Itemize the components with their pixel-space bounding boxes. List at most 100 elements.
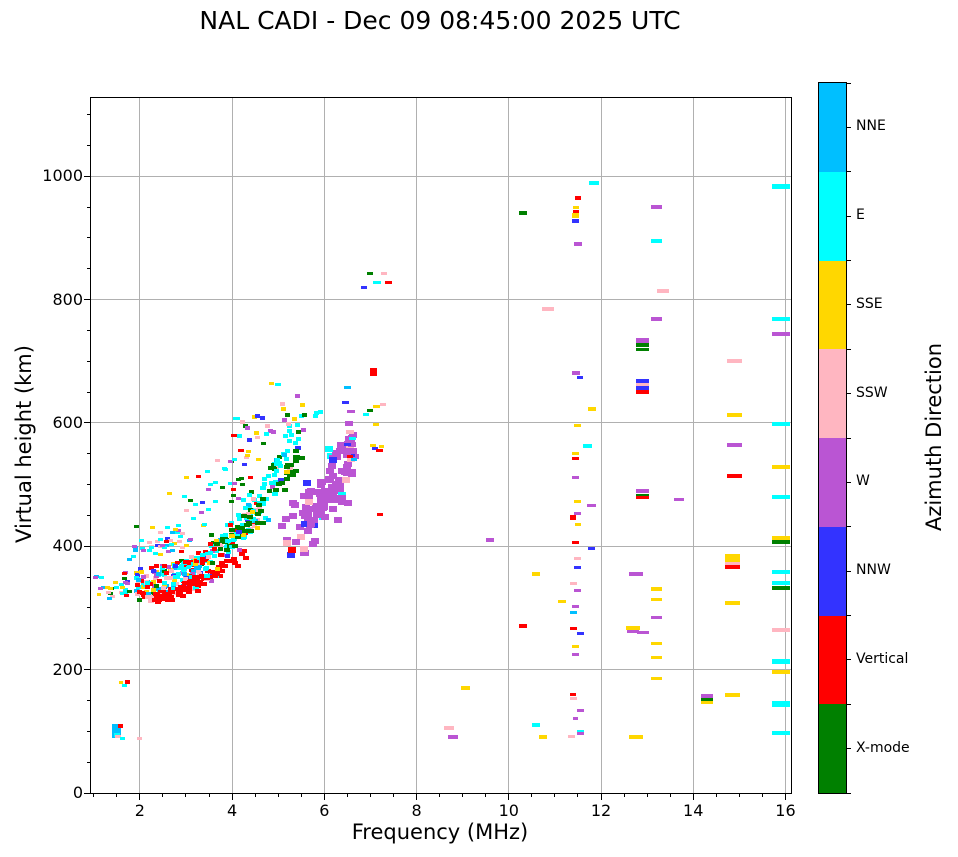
x-minor-tick bbox=[646, 793, 648, 797]
echo-point bbox=[572, 644, 580, 648]
gridline-x bbox=[784, 98, 786, 793]
echo-point bbox=[636, 385, 649, 391]
echo-point bbox=[169, 568, 175, 573]
echo-point bbox=[255, 414, 261, 419]
echo-point bbox=[172, 578, 178, 583]
echo-point bbox=[213, 548, 219, 553]
echo-point bbox=[177, 566, 183, 571]
echo-point bbox=[187, 538, 193, 542]
echo-point bbox=[292, 469, 299, 474]
echo-point bbox=[539, 734, 548, 739]
echo-point bbox=[113, 580, 119, 584]
y-tick-label: 1000 bbox=[42, 166, 83, 186]
echo-point bbox=[225, 538, 232, 543]
echo-point bbox=[137, 598, 143, 603]
echo-point bbox=[572, 604, 580, 608]
echo-point bbox=[240, 533, 246, 538]
echo-point bbox=[211, 546, 217, 551]
echo-point bbox=[187, 579, 194, 584]
echo-point bbox=[301, 512, 310, 519]
echo-point bbox=[168, 590, 175, 595]
echo-point bbox=[232, 560, 239, 565]
echo-point bbox=[771, 585, 790, 590]
echo-point bbox=[174, 531, 180, 535]
echo-point bbox=[343, 443, 351, 447]
echo-point bbox=[727, 412, 743, 417]
echo-point bbox=[236, 547, 242, 552]
colorbar-category-label: NNW bbox=[856, 562, 891, 579]
echo-point bbox=[573, 717, 579, 721]
echo-point bbox=[309, 517, 318, 524]
echo-point bbox=[165, 525, 171, 529]
echo-point bbox=[267, 428, 273, 433]
echo-point bbox=[572, 456, 580, 460]
echo-point bbox=[248, 507, 254, 512]
echo-point bbox=[701, 694, 714, 699]
echo-point bbox=[567, 735, 575, 739]
echo-point bbox=[135, 583, 141, 587]
echo-point bbox=[254, 521, 261, 526]
echo-point bbox=[139, 546, 145, 550]
echo-point bbox=[176, 540, 182, 544]
echo-point bbox=[153, 564, 159, 569]
echo-point bbox=[306, 505, 315, 512]
echo-point bbox=[176, 523, 182, 527]
echo-point bbox=[233, 532, 240, 537]
echo-point bbox=[284, 456, 290, 461]
echo-point bbox=[237, 517, 243, 522]
echo-point bbox=[317, 481, 326, 488]
echo-point bbox=[98, 575, 104, 579]
echo-point bbox=[771, 570, 790, 575]
echo-point bbox=[172, 574, 178, 579]
y-minor-tick bbox=[87, 761, 91, 763]
colorbar-segment-nnw bbox=[819, 526, 846, 616]
echo-point bbox=[317, 508, 326, 515]
colorbar-tick bbox=[847, 304, 851, 306]
echo-point bbox=[246, 512, 252, 517]
echo-point bbox=[135, 573, 141, 578]
echo-point bbox=[209, 569, 216, 574]
echo-point bbox=[636, 337, 649, 344]
echo-point bbox=[132, 548, 138, 552]
echo-point bbox=[282, 417, 288, 422]
echo-point bbox=[724, 558, 740, 563]
echo-point bbox=[207, 541, 213, 546]
x-tick-label: 2 bbox=[134, 801, 145, 820]
echo-point bbox=[235, 529, 242, 534]
echo-point bbox=[627, 629, 640, 633]
echo-point bbox=[144, 573, 150, 578]
echo-point bbox=[701, 701, 714, 705]
echo-point bbox=[244, 455, 250, 459]
echo-point bbox=[190, 569, 196, 574]
echo-point bbox=[448, 734, 459, 739]
x-tick-label: 12 bbox=[590, 801, 612, 820]
echo-point bbox=[532, 572, 541, 577]
echo-point bbox=[272, 480, 278, 485]
echo-point bbox=[231, 544, 238, 549]
echo-point bbox=[280, 402, 286, 407]
echo-point bbox=[248, 489, 254, 494]
echo-point bbox=[246, 503, 252, 508]
echo-point bbox=[285, 448, 291, 453]
echo-point bbox=[182, 580, 189, 585]
echo-point bbox=[381, 271, 388, 275]
echo-point bbox=[576, 709, 584, 713]
echo-point bbox=[200, 553, 206, 558]
echo-point bbox=[265, 518, 271, 523]
x-tick bbox=[784, 793, 786, 800]
echo-point bbox=[98, 586, 104, 590]
echo-point bbox=[181, 495, 187, 499]
echo-point bbox=[351, 458, 358, 462]
echo-point bbox=[234, 563, 241, 568]
gridline-y bbox=[91, 545, 791, 547]
y-minor-tick bbox=[87, 329, 91, 331]
echo-point bbox=[292, 416, 298, 421]
colorbar-segment-x bbox=[819, 704, 846, 793]
echo-point bbox=[239, 551, 246, 556]
echo-point bbox=[140, 575, 146, 580]
echo-point bbox=[237, 433, 243, 438]
echo-point bbox=[318, 504, 327, 511]
echo-point bbox=[255, 458, 261, 462]
echo-point bbox=[218, 552, 224, 557]
echo-point bbox=[195, 568, 201, 573]
